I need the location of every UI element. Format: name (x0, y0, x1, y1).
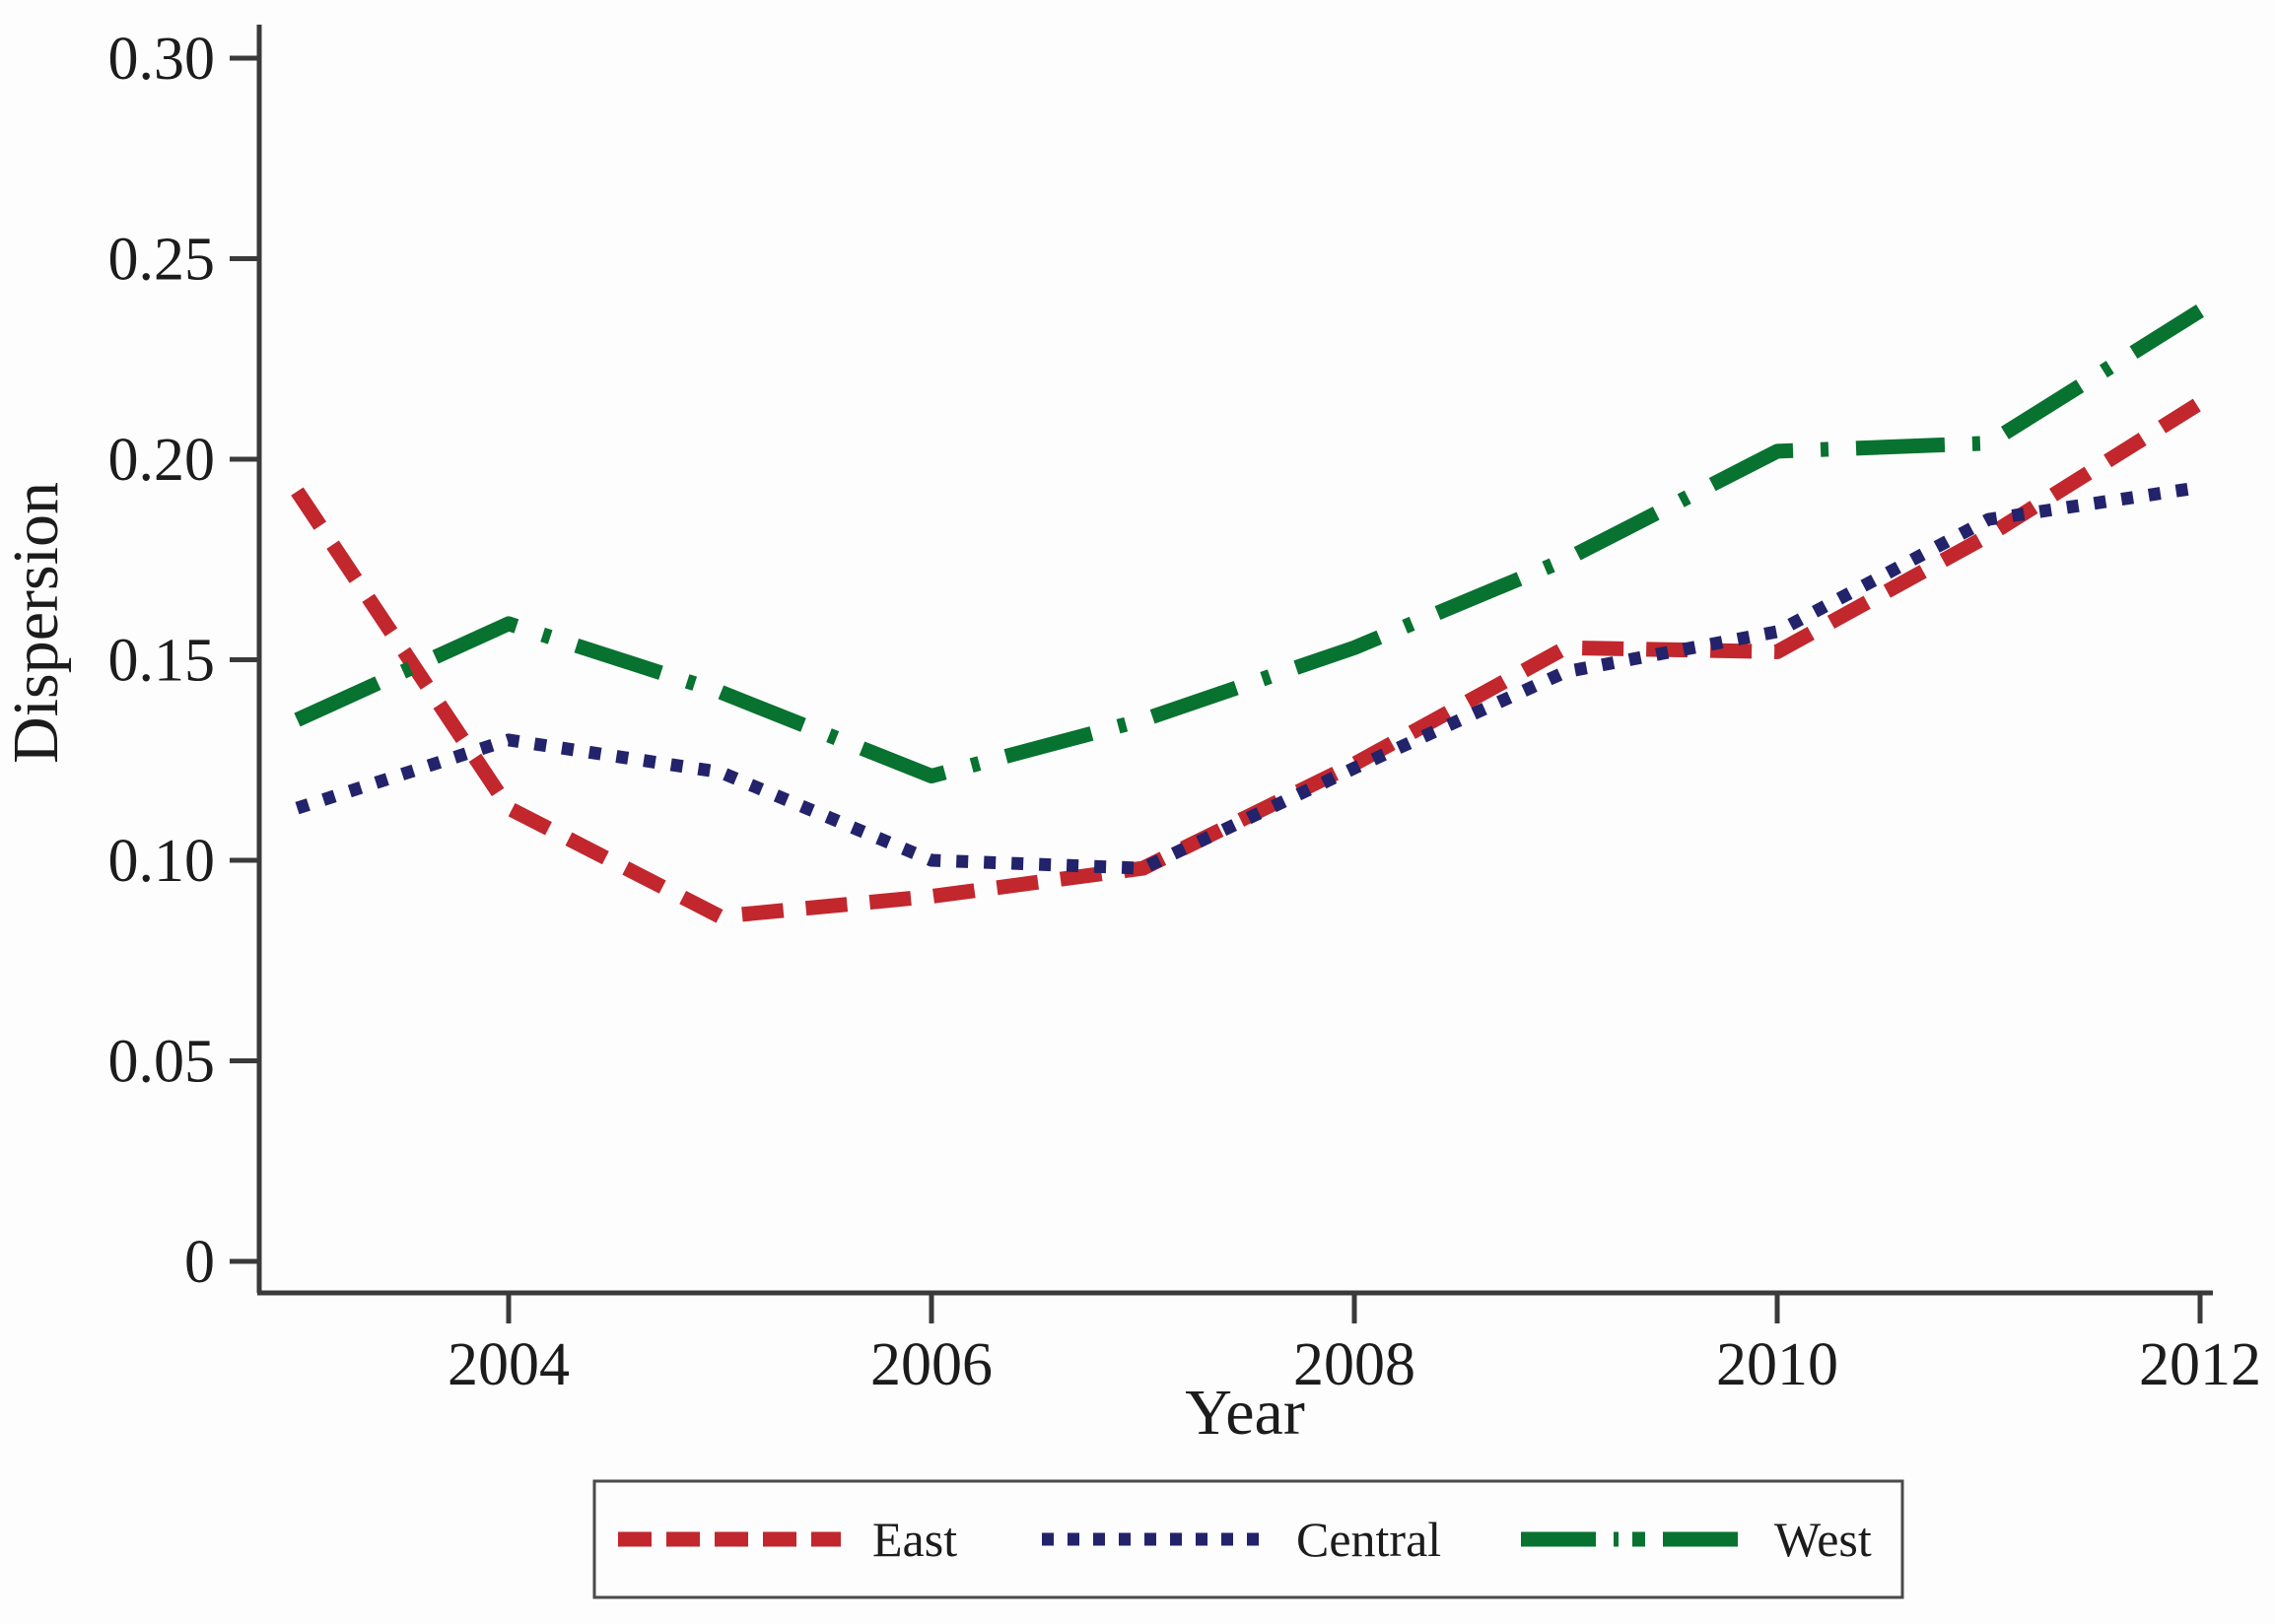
x-tick-label: 2010 (1716, 1331, 1838, 1398)
y-tick-label: 0.20 (108, 427, 216, 494)
y-tick-label: 0.25 (108, 227, 216, 294)
series-layer (291, 304, 2204, 924)
legend-label-central: Central (1296, 1512, 1441, 1567)
x-tick-label: 2012 (2139, 1331, 2261, 1398)
x-tick-label: 2008 (1293, 1331, 1415, 1398)
y-tick-label: 0.30 (108, 26, 216, 93)
series-line-central (295, 481, 2201, 875)
y-axis-title: Dispersion (0, 482, 72, 764)
x-axis-title: Year (1185, 1377, 1305, 1449)
legend: East Central West (592, 1479, 1904, 1599)
legend-label-west: West (1774, 1512, 1872, 1567)
series-line-east (291, 396, 2204, 924)
legend-label-east: East (872, 1512, 957, 1567)
axes-layer: 0 0.05 0.10 0.15 0.20 0.25 0.30 2004 2006 2008 201… (108, 25, 2261, 1398)
x-tick-label: 2004 (448, 1331, 570, 1398)
y-tick-label: 0.15 (108, 628, 216, 695)
x-tick-label: 2006 (870, 1331, 993, 1398)
y-tick-label: 0 (184, 1229, 215, 1296)
series-line-west (294, 304, 2204, 783)
y-tick-label: 0.05 (108, 1029, 216, 1096)
y-tick-label: 0.10 (108, 828, 216, 895)
